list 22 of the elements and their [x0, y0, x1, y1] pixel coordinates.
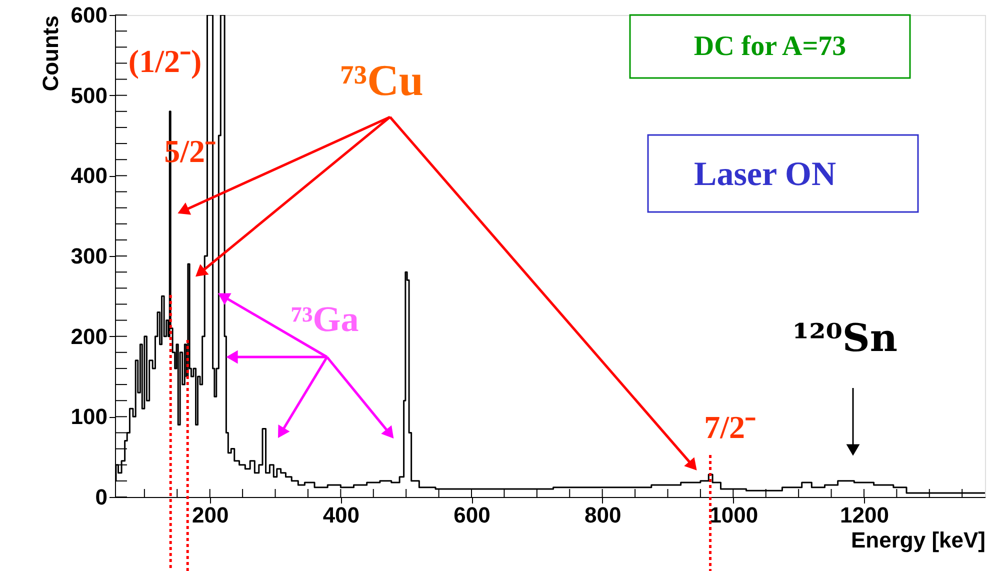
y-tick-label: 500: [70, 82, 108, 108]
annotation: ⁷³Cu: [340, 56, 424, 105]
annotation: ⁷³Ga: [291, 299, 359, 339]
annotation: (1/2⁻): [128, 43, 202, 79]
x-tick-label: 1200: [840, 502, 889, 528]
y-tick-label: 100: [70, 404, 108, 430]
y-tick-label: 200: [70, 324, 108, 349]
y-tick-label: 0: [95, 484, 108, 510]
x-tick-label: 800: [584, 502, 622, 528]
x-tick-label: 200: [192, 502, 229, 528]
y-tick-label: 400: [70, 163, 108, 188]
x-tick-label: 600: [454, 502, 490, 528]
x-axis-title: Energy [keV]: [851, 528, 986, 552]
y-tick-label: 300: [70, 244, 108, 268]
annotation: DC for A=73: [694, 31, 846, 62]
annotation: Laser ON: [694, 156, 836, 193]
y-axis-title: Counts: [38, 16, 63, 92]
y-tick-label: 600: [70, 2, 108, 28]
annotation: 7/2⁻: [704, 409, 756, 445]
x-tick-label: 1000: [709, 502, 758, 528]
annotation: ¹²⁰Sn: [792, 315, 898, 360]
x-tick-label: 400: [322, 502, 360, 528]
